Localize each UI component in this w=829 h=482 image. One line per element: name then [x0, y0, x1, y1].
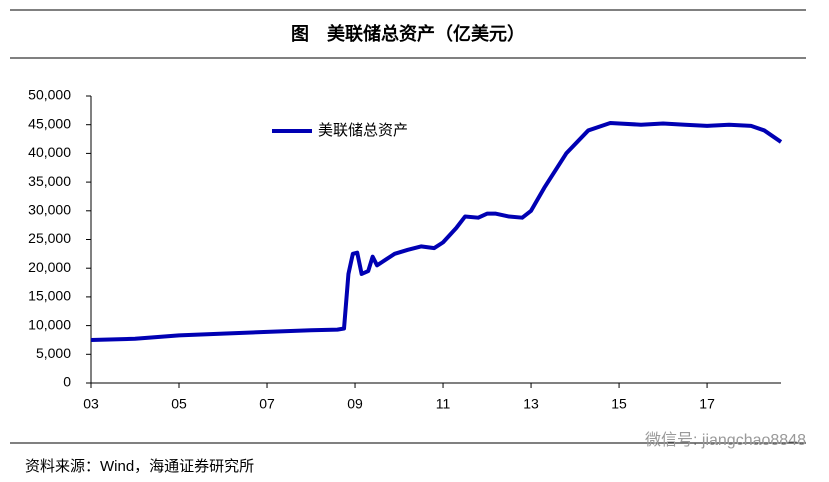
y-tick-label: 0 [63, 374, 71, 390]
x-tick-label: 03 [83, 396, 99, 412]
x-tick-label: 05 [171, 396, 187, 412]
y-tick-label: 30,000 [28, 202, 71, 218]
watermark: 微信号: jiangchao8848 [645, 431, 806, 449]
y-tick-label: 35,000 [28, 173, 71, 189]
x-tick-label: 15 [611, 396, 627, 412]
legend-label: 美联储总资产 [318, 122, 408, 139]
y-tick-label: 5,000 [36, 345, 71, 361]
x-tick-label: 17 [699, 396, 715, 412]
x-tick-label: 09 [347, 396, 363, 412]
x-tick-label: 07 [259, 396, 275, 412]
y-tick-label: 10,000 [28, 316, 71, 332]
x-tick-label: 13 [523, 396, 539, 412]
y-tick-label: 50,000 [28, 87, 71, 103]
data-line [90, 120, 783, 342]
y-tick-label: 15,000 [28, 288, 71, 304]
y-tick-label: 20,000 [28, 259, 71, 275]
source: 资料来源：Wind，海通证券研究所 [25, 458, 254, 475]
y-tick-label: 40,000 [28, 144, 71, 160]
y-tick-label: 25,000 [28, 230, 71, 246]
y-tick-label: 45,000 [28, 115, 71, 131]
x-tick-label: 11 [436, 396, 451, 412]
chart-title: 图 美联储总资产（亿美元） [291, 23, 525, 45]
